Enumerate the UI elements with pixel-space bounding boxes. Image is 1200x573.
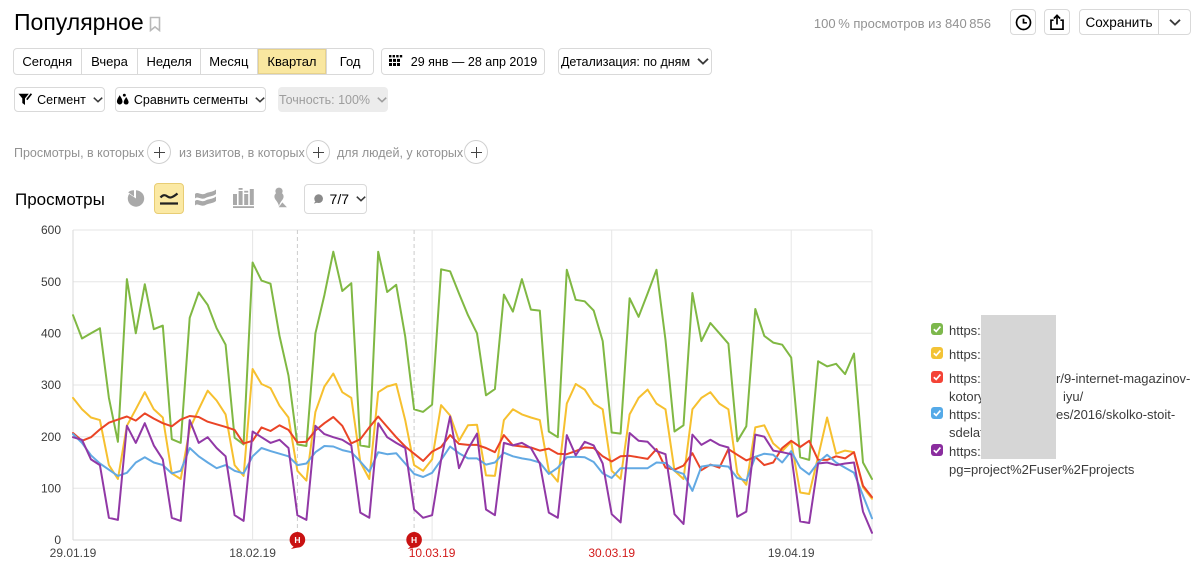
- svg-text:Н: Н: [411, 535, 417, 545]
- svg-text:29.01.19: 29.01.19: [50, 546, 97, 560]
- svg-text:300: 300: [41, 378, 61, 392]
- svg-text:Н: Н: [294, 535, 300, 545]
- svg-text:0: 0: [54, 533, 61, 547]
- svg-text:10.03.19: 10.03.19: [409, 546, 456, 560]
- svg-text:500: 500: [41, 275, 61, 289]
- svg-text:19.04.19: 19.04.19: [768, 546, 815, 560]
- svg-text:200: 200: [41, 430, 61, 444]
- svg-text:18.02.19: 18.02.19: [229, 546, 276, 560]
- svg-text:600: 600: [41, 223, 61, 237]
- svg-text:400: 400: [41, 327, 61, 341]
- svg-text:100: 100: [41, 482, 61, 496]
- svg-text:30.03.19: 30.03.19: [588, 546, 635, 560]
